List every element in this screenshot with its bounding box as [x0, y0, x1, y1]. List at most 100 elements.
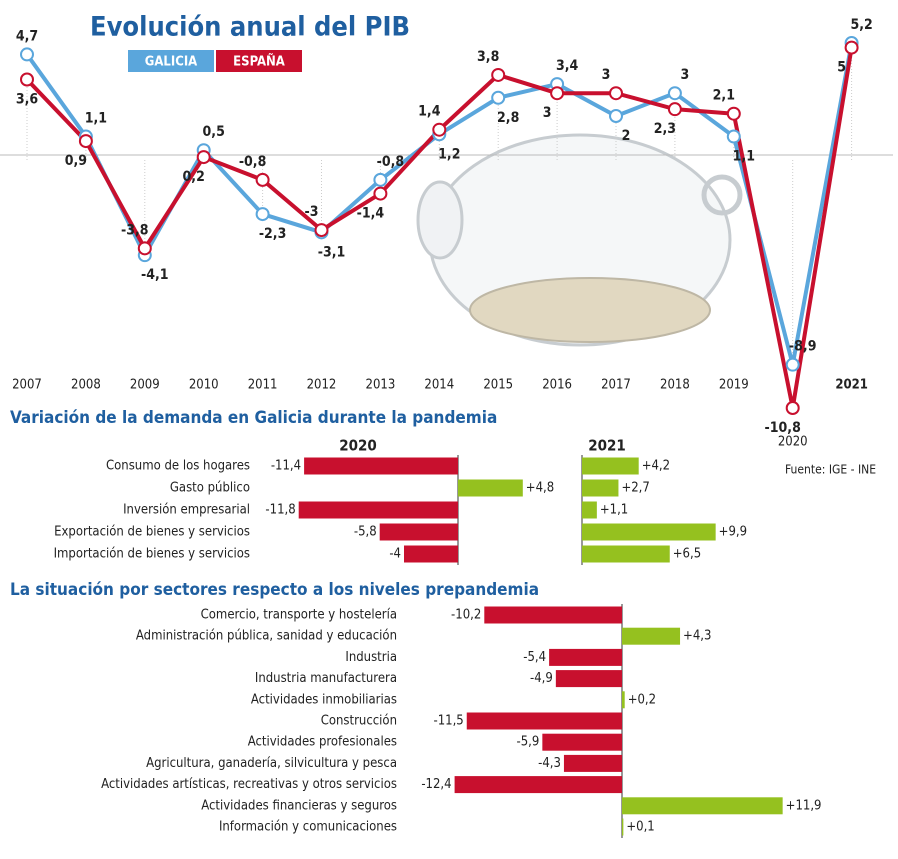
data-point [20, 47, 34, 62]
category-label: Actividades artísticas, recreativas y ot… [101, 777, 397, 792]
data-label: -11,8 [265, 503, 295, 518]
data-label: 2,1 [713, 88, 735, 104]
data-label: +11,9 [786, 798, 822, 813]
x-tick-label: 2010 [189, 378, 219, 393]
category-label: Construcción [321, 714, 397, 729]
source-note: Fuente: IGE - INE [785, 463, 876, 477]
x-tick-label: 2016 [542, 378, 572, 393]
category-label: Agricultura, ganadería, silvicultura y p… [146, 756, 397, 771]
data-point [667, 86, 682, 101]
data-point [78, 134, 93, 149]
data-label: -3 [305, 204, 319, 220]
x-tick-label: 2009 [130, 378, 160, 393]
data-point [432, 122, 447, 137]
x-tick-label: 2007 [12, 378, 42, 393]
x-tick-label: 2008 [71, 378, 101, 393]
data-point [255, 207, 270, 222]
data-label: 0,2 [183, 169, 205, 185]
data-label: 2,8 [497, 110, 519, 126]
bar [549, 648, 622, 666]
data-point [491, 67, 506, 82]
bar [582, 501, 597, 519]
data-label: 4,7 [16, 28, 38, 44]
data-label: 3,6 [16, 92, 39, 108]
data-label: 0,9 [65, 153, 87, 169]
data-label: 0,5 [203, 124, 225, 140]
data-label: +4,2 [642, 459, 670, 474]
data-label: -2,3 [259, 226, 287, 242]
legend-swatch [128, 50, 214, 72]
data-label: -10,2 [451, 608, 481, 623]
data-point [726, 129, 741, 144]
data-label: -5,9 [517, 735, 540, 750]
x-tick-label: 2013 [366, 378, 396, 393]
data-label: 1,1 [85, 111, 107, 127]
category-label: Actividades profesionales [248, 735, 397, 750]
data-label: +0,1 [626, 820, 654, 835]
category-label: Actividades inmobiliarias [251, 692, 397, 707]
data-point [373, 172, 388, 187]
bar [484, 606, 622, 624]
bar [304, 457, 458, 475]
bar [379, 523, 458, 541]
data-label: +0,2 [628, 692, 656, 707]
data-point [785, 357, 800, 372]
bar [582, 457, 639, 475]
x-tick-label: 2011 [248, 378, 278, 393]
chart-title: Variación de la demanda en Galicia duran… [10, 408, 497, 428]
data-point [667, 102, 682, 117]
bar [458, 479, 523, 497]
data-label: -10,8 [765, 420, 801, 436]
data-label: 5 [837, 60, 846, 76]
data-point [314, 223, 329, 238]
data-label: 1,2 [438, 146, 460, 162]
legend-swatch [216, 50, 302, 72]
bar [466, 712, 622, 730]
chart-title: La situación por sectores respecto a los… [10, 580, 539, 600]
data-label: 3 [602, 67, 611, 83]
bar [622, 797, 783, 815]
data-point [726, 106, 741, 121]
x-tick-label: 2017 [601, 378, 631, 393]
category-label: Industria [345, 650, 397, 665]
data-label: -3,8 [121, 222, 149, 238]
bar [622, 818, 624, 836]
data-label: -11,4 [271, 459, 301, 474]
data-label: -12,4 [421, 777, 451, 792]
bar [582, 523, 716, 541]
bar [582, 545, 670, 563]
data-label: -8,9 [789, 339, 817, 355]
data-label: -0,8 [377, 154, 405, 170]
bar [622, 691, 625, 709]
data-point [609, 109, 623, 123]
x-tick-label: 2021 [835, 378, 868, 393]
data-label: 5,2 [850, 17, 872, 33]
data-label: -5,4 [523, 650, 546, 665]
panel-header: 2021 [588, 437, 626, 455]
data-label: -4,1 [141, 267, 169, 283]
data-label: +9,9 [719, 525, 747, 540]
data-label: -11,5 [433, 714, 463, 729]
data-label: -4,3 [538, 756, 561, 771]
data-label: -4,9 [530, 671, 553, 686]
data-label: -3,1 [318, 244, 346, 260]
bar [582, 479, 619, 497]
category-label: Importación de bienes y servicios [54, 547, 250, 562]
bar [298, 501, 458, 519]
category-label: Inversión empresarial [123, 503, 250, 518]
category-label: Información y comunicaciones [219, 820, 397, 835]
data-label: 3 [681, 67, 690, 83]
data-label: -0,8 [239, 154, 267, 170]
chart-title: Evolución anual del PIB [90, 12, 410, 43]
category-label: Exportación de bienes y servicios [54, 525, 250, 540]
legend-label: ESPAÑA [233, 54, 285, 70]
x-tick-label: 2015 [483, 378, 513, 393]
data-point [137, 241, 152, 256]
data-point [491, 90, 506, 105]
data-label: -1,4 [357, 206, 385, 222]
x-tick-label: 2014 [424, 378, 454, 393]
bar [555, 670, 622, 688]
category-label: Consumo de los hogares [106, 459, 250, 474]
data-point [196, 150, 211, 165]
